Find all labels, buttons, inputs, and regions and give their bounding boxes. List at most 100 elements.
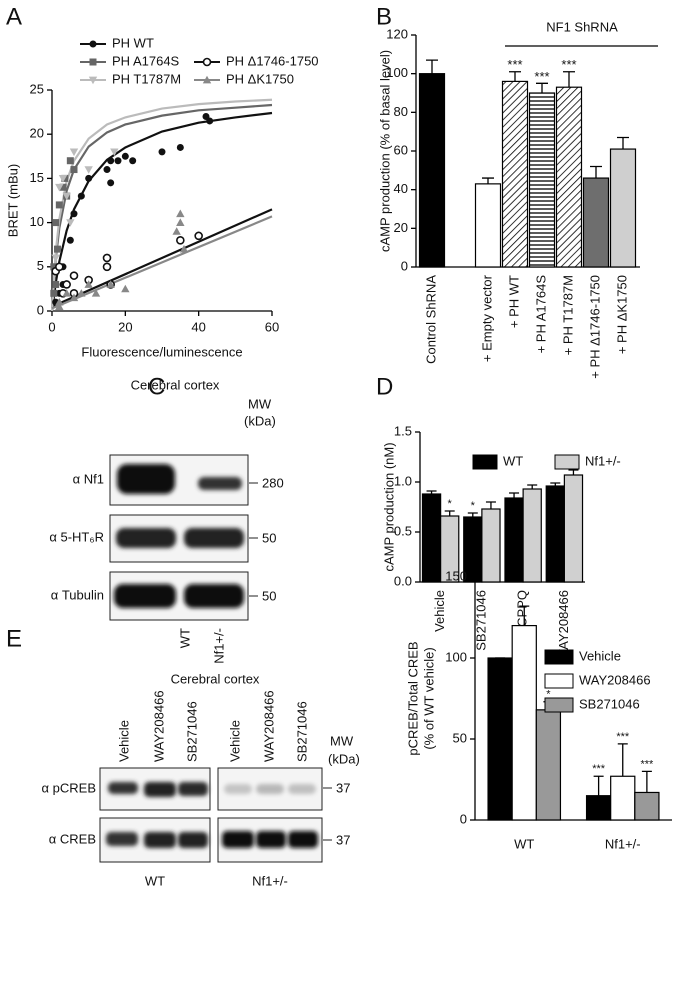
panel-letter: E [6,625,22,652]
error-bar [426,59,438,74]
point [85,174,93,182]
row-label: α 5-HT₆R [49,529,104,544]
point [84,280,93,288]
x-tick-label: WAY208466 [556,590,571,662]
error-bar [467,512,478,517]
panel-letter: A [6,3,22,30]
y-tick-label: 120 [386,26,408,41]
lane-label: Vehicle [116,720,131,762]
significance: *** [507,57,522,72]
point [158,148,166,156]
error-bar [617,136,629,150]
lane-label: Vehicle [227,720,242,762]
x-tick-label: 0 [48,319,55,334]
bar [511,624,537,821]
point [176,143,184,151]
mw-header: (kDa) [328,751,360,766]
y-tick-label: 20 [394,220,408,235]
legend-label: Nf1+/- [585,453,621,468]
x-tick-label: WT [514,836,534,851]
legend-label: Vehicle [579,648,621,663]
x-tick-label: + PH ΔK1750 [614,275,629,354]
x-tick-label: Control ShRNA [423,275,438,364]
y-tick-label: 0.5 [394,523,412,538]
bar [545,485,565,583]
point [103,166,111,174]
point [88,76,98,85]
point [202,75,212,84]
legend-label: PH ΔK1750 [226,71,294,86]
lane-label: WAY208466 [151,690,166,762]
y-tick-label: 10 [30,214,44,229]
band [288,784,316,794]
point [89,40,97,48]
point [51,254,60,263]
band [224,784,252,794]
bar [421,493,442,583]
error-bar [563,71,575,88]
lane-label: SB271046 [184,701,199,762]
x-tick-label: + PH Δ1746-1750 [587,275,602,379]
y-tick-label: 100 [386,65,408,80]
x-tick-label: Nf1+/- [605,836,641,851]
bar [487,657,513,821]
bar [582,177,610,268]
point [69,271,79,280]
point [66,236,74,244]
y-tick-label: 0 [401,258,408,273]
band [256,784,284,794]
point [58,175,68,183]
blot-title: Cerebral cortex [171,671,260,686]
band [288,831,318,848]
bar [634,791,660,821]
band [144,832,176,848]
point [70,166,78,174]
panel-letter: B [376,3,392,30]
point [55,302,64,310]
point [121,152,129,160]
fit-line [51,208,273,308]
band [108,782,138,794]
point [121,284,130,293]
lane-label: SB271046 [294,701,309,762]
mw-label: 37 [336,832,350,847]
point [55,201,63,209]
error-bar [527,484,538,489]
legend-swatch [544,673,574,689]
x-tick-label: + PH T1787M [560,275,575,355]
error-bar [593,775,604,796]
error-bar [509,71,521,82]
point [66,157,74,165]
row-label: α Nf1 [73,471,104,486]
x-tick-label: + PH A1764S [533,275,548,354]
bar [418,73,446,268]
y-tick-label: 0.0 [394,573,412,588]
point [50,263,58,271]
x-tick-label: 40 [191,319,205,334]
point [102,262,112,272]
y-tick-label: 50 [453,730,467,745]
bar [609,148,637,268]
point [52,219,60,227]
legend-label: SB271046 [579,696,640,711]
legend-swatch [472,454,498,470]
legend-label: PH T1787M [112,71,181,86]
point [69,293,79,302]
band [256,831,286,848]
significance: *** [534,69,549,84]
legend-swatch [544,697,574,713]
x-tick-label: SB271046 [473,590,488,651]
bar [474,183,502,268]
mw-header: MW [248,396,272,411]
bar [501,80,529,268]
significance: *** [592,763,606,775]
y-axis-label: (% of WT vehicle) [421,647,436,749]
point [77,289,86,297]
y-tick-label: 20 [30,126,44,141]
error-bar [536,82,548,93]
row-label: α CREB [49,831,96,846]
blot-c: Cerebral cortex MW (kDa) α Nf1 α 5-HT₆R … [49,377,283,663]
group-label: NF1 ShRNA [546,19,618,34]
